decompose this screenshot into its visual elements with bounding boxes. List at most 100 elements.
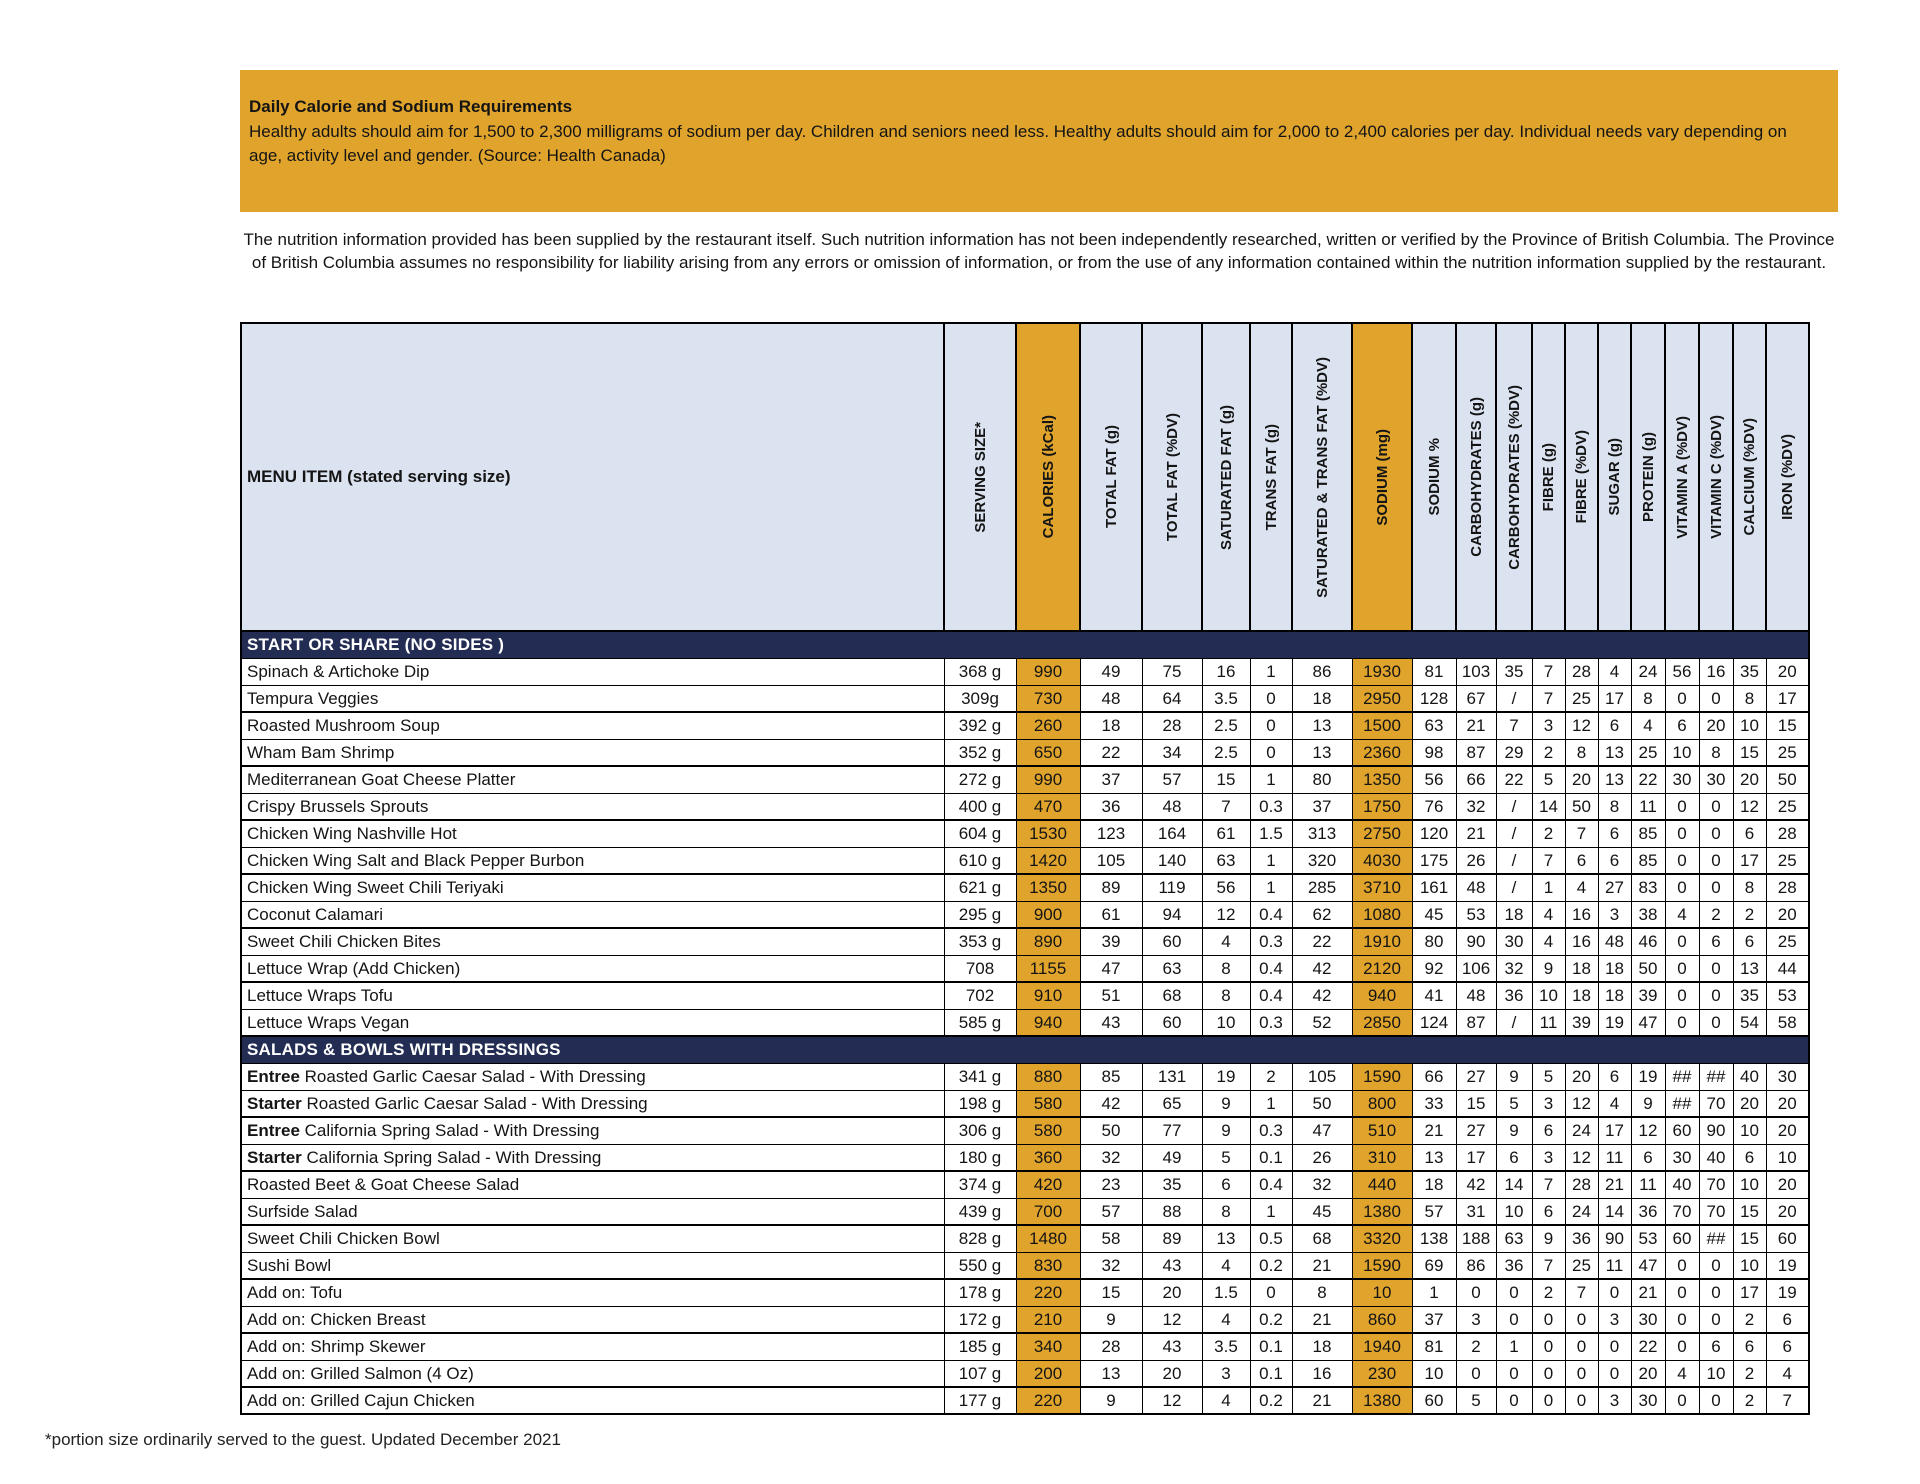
value-cell-carbohydrates-dv: 29 <box>1495 738 1533 767</box>
value-cell-total-fat-dv: 89 <box>1141 1224 1203 1253</box>
column-header-total-fat-g: TOTAL FAT (g) <box>1079 322 1143 632</box>
value-cell-carbohydrates-g: 32 <box>1455 792 1497 821</box>
value-cell-calories: 210 <box>1015 1305 1081 1334</box>
value-cell-calories: 580 <box>1015 1089 1081 1118</box>
value-cell-vitamin-c-dv: 0 <box>1698 1278 1734 1307</box>
value-cell-carbohydrates-dv: 22 <box>1495 765 1533 794</box>
value-cell-saturated-fat-g: 4 <box>1201 1251 1251 1280</box>
value-cell-sodium-mg: 1380 <box>1351 1386 1413 1415</box>
value-cell-saturated-fat-g: 3.5 <box>1201 684 1251 713</box>
value-cell-carbohydrates-g: 66 <box>1455 765 1497 794</box>
value-cell-carbohydrates-dv: 63 <box>1495 1224 1533 1253</box>
value-cell-carbohydrates-dv: 9 <box>1495 1116 1533 1145</box>
value-cell-sodium-mg: 1380 <box>1351 1197 1413 1226</box>
value-cell-protein-g: 25 <box>1630 738 1666 767</box>
column-header-label: SATURATED FAT (g) <box>1217 404 1235 550</box>
value-cell-calcium-dv: 12 <box>1732 792 1767 821</box>
value-cell-fibre-g: 3 <box>1531 711 1566 740</box>
value-cell-total-fat-g: 49 <box>1079 657 1143 686</box>
value-cell-sodium-mg: 800 <box>1351 1089 1413 1118</box>
value-cell-saturated-trans-fat-dv: 42 <box>1291 954 1353 983</box>
value-cell-saturated-fat-g: 9 <box>1201 1089 1251 1118</box>
value-cell-trans-fat-g: 0.2 <box>1249 1386 1293 1415</box>
value-cell-trans-fat-g: 0 <box>1249 684 1293 713</box>
value-cell-trans-fat-g: 0.5 <box>1249 1224 1293 1253</box>
value-cell-vitamin-c-dv: 0 <box>1698 819 1734 848</box>
value-cell-sodium-pct: 21 <box>1411 1116 1457 1145</box>
value-cell-saturated-trans-fat-dv: 18 <box>1291 1332 1353 1361</box>
value-cell-saturated-trans-fat-dv: 68 <box>1291 1224 1353 1253</box>
value-cell-carbohydrates-g: 21 <box>1455 819 1497 848</box>
value-cell-saturated-trans-fat-dv: 86 <box>1291 657 1353 686</box>
menu-item-cell: Chicken Wing Salt and Black Pepper Burbo… <box>240 846 945 875</box>
value-cell-protein-g: 4 <box>1630 711 1666 740</box>
value-cell-calcium-dv: 15 <box>1732 1197 1767 1226</box>
value-cell-fibre-dv: 0 <box>1564 1332 1599 1361</box>
value-cell-saturated-fat-g: 63 <box>1201 846 1251 875</box>
value-cell-vitamin-a-dv: ## <box>1664 1062 1700 1091</box>
column-header-label: TRANS FAT (g) <box>1262 423 1280 531</box>
value-cell-carbohydrates-dv: 10 <box>1495 1197 1533 1226</box>
menu-row: Tempura Veggies 309g 730 48 64 3.5 0 18 2950 128 6… <box>240 684 1810 713</box>
value-cell-sugar-g: 6 <box>1597 711 1632 740</box>
value-cell-vitamin-a-dv: 60 <box>1664 1116 1700 1145</box>
value-cell-protein-g: 53 <box>1630 1224 1666 1253</box>
value-cell-trans-fat-g: 1 <box>1249 1197 1293 1226</box>
value-cell-fibre-g: 9 <box>1531 954 1566 983</box>
value-cell-calcium-dv: 15 <box>1732 1224 1767 1253</box>
value-cell-total-fat-g: 48 <box>1079 684 1143 713</box>
value-cell-protein-g: 38 <box>1630 900 1666 929</box>
value-cell-total-fat-dv: 48 <box>1141 792 1203 821</box>
value-cell-sodium-mg: 310 <box>1351 1143 1413 1172</box>
value-cell-sodium-pct: 37 <box>1411 1305 1457 1334</box>
value-cell-saturated-fat-g: 61 <box>1201 819 1251 848</box>
value-cell-iron-dv: 20 <box>1765 1197 1810 1226</box>
value-cell-total-fat-g: 9 <box>1079 1305 1143 1334</box>
value-cell-serving-size: 400 g <box>943 792 1017 821</box>
menu-row: Add on: Tofu 178 g 220 15 20 1.5 0 8 10 1 0 0 2 7 0 21 0… <box>240 1278 1810 1307</box>
value-cell-fibre-dv: 16 <box>1564 900 1599 929</box>
value-cell-carbohydrates-g: 103 <box>1455 657 1497 686</box>
menu-row: Coconut Calamari 295 g 900 61 94 12 0.4 62 1080 4… <box>240 900 1810 929</box>
value-cell-carbohydrates-g: 90 <box>1455 927 1497 956</box>
value-cell-saturated-fat-g: 3 <box>1201 1359 1251 1388</box>
value-cell-calcium-dv: 2 <box>1732 1305 1767 1334</box>
value-cell-total-fat-dv: 12 <box>1141 1386 1203 1415</box>
value-cell-sodium-pct: 76 <box>1411 792 1457 821</box>
value-cell-carbohydrates-g: 48 <box>1455 981 1497 1010</box>
value-cell-iron-dv: 20 <box>1765 900 1810 929</box>
menu-item-prefix: Entree <box>247 1067 305 1086</box>
value-cell-fibre-dv: 7 <box>1564 819 1599 848</box>
value-cell-vitamin-a-dv: 0 <box>1664 792 1700 821</box>
value-cell-calcium-dv: 17 <box>1732 1278 1767 1307</box>
value-cell-serving-size: 604 g <box>943 819 1017 848</box>
menu-item-cell: Roasted Beet & Goat Cheese Salad <box>240 1170 945 1199</box>
value-cell-serving-size: 621 g <box>943 873 1017 902</box>
value-cell-saturated-fat-g: 12 <box>1201 900 1251 929</box>
value-cell-sugar-g: 4 <box>1597 1089 1632 1118</box>
value-cell-protein-g: 39 <box>1630 981 1666 1010</box>
column-header-vitamin-a-dv: VITAMIN A (%DV) <box>1664 322 1700 632</box>
value-cell-fibre-dv: 4 <box>1564 873 1599 902</box>
value-cell-calcium-dv: 10 <box>1732 711 1767 740</box>
value-cell-trans-fat-g: 1 <box>1249 873 1293 902</box>
value-cell-saturated-fat-g: 9 <box>1201 1116 1251 1145</box>
value-cell-calories: 650 <box>1015 738 1081 767</box>
value-cell-serving-size: 585 g <box>943 1008 1017 1037</box>
value-cell-calcium-dv: 40 <box>1732 1062 1767 1091</box>
value-cell-serving-size: 352 g <box>943 738 1017 767</box>
value-cell-total-fat-dv: 88 <box>1141 1197 1203 1226</box>
value-cell-calories: 990 <box>1015 657 1081 686</box>
value-cell-sugar-g: 18 <box>1597 954 1632 983</box>
value-cell-fibre-dv: 0 <box>1564 1359 1599 1388</box>
value-cell-vitamin-c-dv: 0 <box>1698 1305 1734 1334</box>
value-cell-carbohydrates-dv: 14 <box>1495 1170 1533 1199</box>
value-cell-sugar-g: 19 <box>1597 1008 1632 1037</box>
column-header-sugar-g: SUGAR (g) <box>1597 322 1632 632</box>
value-cell-saturated-trans-fat-dv: 21 <box>1291 1386 1353 1415</box>
value-cell-total-fat-g: 50 <box>1079 1116 1143 1145</box>
value-cell-carbohydrates-g: 31 <box>1455 1197 1497 1226</box>
column-header-fibre-g: FIBRE (g) <box>1531 322 1566 632</box>
value-cell-serving-size: 708 <box>943 954 1017 983</box>
value-cell-iron-dv: 28 <box>1765 873 1810 902</box>
